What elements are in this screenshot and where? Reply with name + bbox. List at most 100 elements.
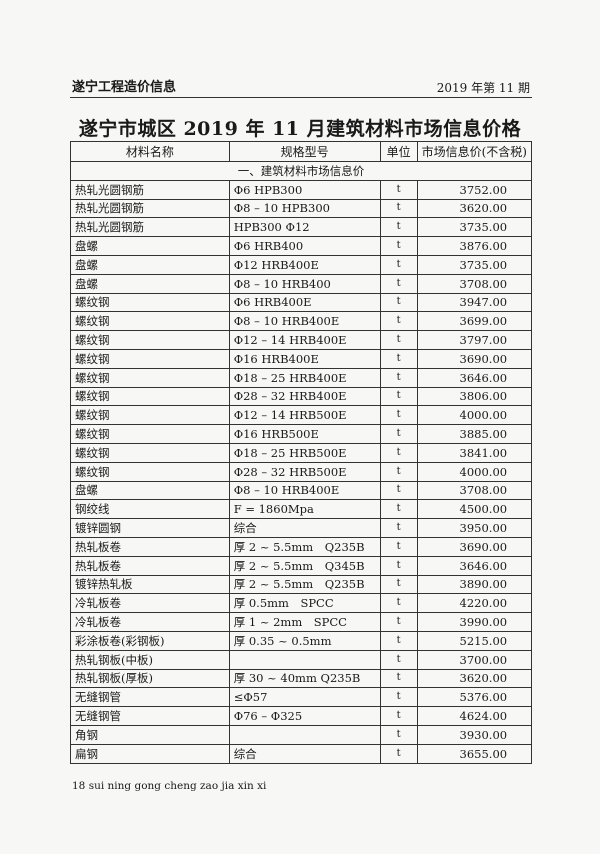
cell-price: 3797.00 [416, 330, 533, 350]
column-header-price: 市场信息价(不含税) [416, 141, 533, 162]
cell-price: 3947.00 [416, 292, 533, 313]
column-header-spec: 规格型号 [228, 141, 381, 162]
cell-spec: Φ28 – 32 HRB500E [228, 461, 381, 482]
cell-material-name: 扁钢 [70, 743, 230, 764]
table-row: 热轧光圆钢筋 Φ6 HPB300 t 3752.00 [70, 179, 533, 200]
cell-price: 3646.00 [416, 555, 533, 576]
cell-spec: Φ8 – 10 HPB300 [228, 198, 381, 219]
cell-price: 3841.00 [416, 442, 533, 463]
section-row: 一、建筑材料市场信息价 [70, 161, 532, 181]
cell-unit: t [379, 649, 418, 670]
cell-price: 3620.00 [416, 668, 533, 689]
cell-unit: t [379, 706, 418, 726]
cell-spec [228, 724, 381, 745]
cell-price: 3930.00 [416, 724, 533, 745]
cell-material-name: 盘螺 [70, 236, 230, 256]
cell-unit: t [379, 612, 418, 632]
cell-price: 3655.00 [416, 743, 533, 764]
cell-spec: Φ18 – 25 HRB400E [228, 367, 381, 388]
cell-material-name: 彩涂板卷(彩钢板) [70, 630, 230, 651]
cell-spec: Φ8 – 10 HRB400E [228, 311, 381, 332]
cell-material-name: 螺纹钢 [70, 348, 230, 369]
cell-price: 3735.00 [416, 254, 533, 275]
cell-spec: Φ6 HRB400 [228, 236, 381, 256]
table-row: 钢绞线 F = 1860Mpa t 4500.00 [70, 499, 533, 520]
cell-spec: 厚 0.5mm SPCC [228, 593, 381, 614]
cell-price: 4624.00 [416, 706, 533, 726]
cell-price: 3690.00 [416, 536, 533, 557]
cell-price: 3876.00 [416, 236, 533, 256]
cell-unit: t [379, 499, 418, 520]
cell-unit: t [379, 198, 418, 219]
table-row: 螺纹钢 Φ18 – 25 HRB400E t 3646.00 [70, 367, 533, 388]
cell-unit: t [379, 348, 418, 369]
cell-unit: t [379, 555, 418, 576]
cell-material-name: 热轧钢板(厚板) [70, 668, 230, 689]
cell-unit: t [379, 574, 418, 595]
cell-spec: HPB300 Φ12 [228, 217, 381, 238]
page-title: 遂宁市城区 2019 年 11 月建筑材料市场信息价格 [78, 118, 522, 140]
cell-spec: 厚 0.35 ~ 0.5mm [228, 630, 381, 651]
cell-unit: t [379, 217, 418, 238]
cell-spec: Φ28 – 32 HRB400E [228, 386, 381, 407]
cell-unit: t [379, 254, 418, 275]
table-row: 冷轧板卷厚 1 ~ 2mm SPCC t 3990.00 [70, 612, 533, 632]
table-row: 螺纹钢 Φ12 – 14 HRB500E t 4000.00 [70, 405, 533, 426]
table-row: 无缝钢管 Φ76 – Φ325 t 4624.00 [70, 706, 533, 726]
cell-price: 3708.00 [416, 480, 533, 501]
cell-price: 5376.00 [416, 687, 533, 708]
cell-price: 3690.00 [416, 348, 533, 369]
cell-price: 3806.00 [416, 386, 533, 407]
table-row: 螺纹钢 Φ28 – 32 HRB500E t 4000.00 [70, 461, 533, 482]
table-row: 热轧光圆钢筋 Φ8 – 10 HPB300 t 3620.00 [70, 198, 533, 219]
cell-spec: Φ16 HRB500E [228, 424, 381, 444]
cell-material-name: 螺纹钢 [70, 330, 230, 350]
cell-price: 5215.00 [416, 630, 533, 651]
table-row: 热轧光圆钢筋 HPB300 Φ12 t 3735.00 [70, 217, 533, 238]
cell-price: 3646.00 [416, 367, 533, 388]
cell-material-name: 螺纹钢 [70, 461, 230, 482]
cell-price: 3990.00 [416, 612, 533, 632]
cell-material-name: 镀锌热轧板 [70, 574, 230, 595]
column-header-name: 材料名称 [70, 141, 230, 162]
cell-spec: ≤Φ57 [228, 687, 381, 708]
cell-unit: t [379, 424, 418, 444]
table-row: 热轧钢板(厚板) 厚 30 ~ 40mm Q235B t 3620.00 [70, 668, 533, 689]
cell-spec: Φ6 HPB300 [228, 179, 381, 200]
table-row: 角钢 t 3930.00 [70, 724, 533, 745]
table-row: 彩涂板卷(彩钢板) 厚 0.35 ~ 0.5mm t 5215.00 [70, 630, 533, 651]
cell-spec: Φ18 – 25 HRB500E [228, 442, 381, 463]
cell-price: 3752.00 [416, 179, 533, 200]
table-row: 螺纹钢 Φ16 HRB500E t 3885.00 [70, 424, 533, 444]
cell-unit: t [379, 179, 418, 200]
table-row: 螺纹钢 Φ12 – 14 HRB400E t 3797.00 [70, 330, 533, 350]
cell-unit: t [379, 593, 418, 614]
cell-spec: F = 1860Mpa [228, 499, 381, 520]
cell-material-name: 热轧板卷 [70, 555, 230, 576]
cell-material-name: 钢绞线 [70, 499, 230, 520]
table-row: 热轧钢板(中板) t 3700.00 [70, 649, 533, 670]
cell-price: 4000.00 [416, 405, 533, 426]
price-table: 材料名称 规格型号 单位 市场信息价(不含税) 一、建筑材料市场信息价 热轧光圆… [70, 141, 533, 764]
cell-spec: 厚 2 ~ 5.5mm Q235B [228, 574, 381, 595]
cell-unit: t [379, 518, 418, 538]
cell-spec: Φ12 – 14 HRB400E [228, 330, 381, 350]
cell-unit: t [379, 536, 418, 557]
column-header-unit: 单位 [379, 141, 418, 162]
table-row: 热轧板卷厚 2 ~ 5.5mm Q235B t 3690.00 [70, 536, 533, 557]
cell-spec: Φ12 HRB400E [228, 254, 381, 275]
cell-spec: 厚 30 ~ 40mm Q235B [228, 668, 381, 689]
cell-material-name: 螺纹钢 [70, 311, 230, 332]
cell-spec: 综合 [228, 518, 381, 538]
cell-material-name: 螺纹钢 [70, 405, 230, 426]
cell-price: 4000.00 [416, 461, 533, 482]
cell-material-name: 冷轧板卷 [70, 612, 230, 632]
table-header-row: 材料名称 规格型号 单位 市场信息价(不含税) [70, 141, 533, 162]
cell-material-name: 盘螺 [70, 273, 230, 294]
cell-spec: 厚 2 ~ 5.5mm Q345B [228, 555, 381, 576]
cell-material-name: 角钢 [70, 724, 230, 745]
cell-material-name: 螺纹钢 [70, 367, 230, 388]
cell-material-name: 盘螺 [70, 480, 230, 501]
cell-spec: 厚 2 ~ 5.5mm Q235B [228, 536, 381, 557]
cell-unit: t [379, 724, 418, 745]
